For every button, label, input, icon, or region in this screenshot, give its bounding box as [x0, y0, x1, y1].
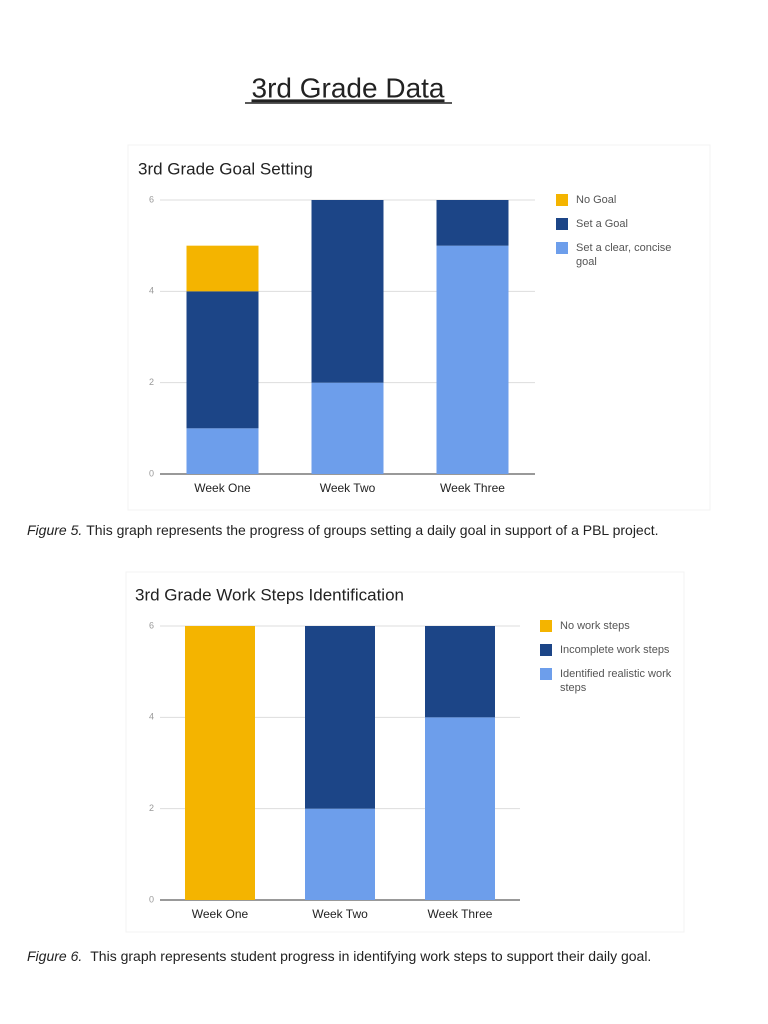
bar-segment — [186, 428, 259, 474]
legend-swatch — [556, 194, 568, 206]
legend-swatch — [556, 218, 568, 230]
y-tick-label: 0 — [149, 468, 154, 478]
x-tick-label: Week Three — [428, 907, 493, 921]
x-tick-label: Week Two — [320, 481, 376, 495]
y-tick-label: 6 — [149, 620, 154, 630]
caption-text: This graph represents student progress i… — [90, 948, 651, 964]
legend-label: Incomplete work steps — [560, 644, 670, 656]
x-tick-label: Week Three — [440, 481, 505, 495]
chart-frame — [125, 571, 685, 933]
chart-frame — [127, 144, 711, 511]
bar-segment — [425, 626, 495, 718]
x-tick-label: Week One — [192, 907, 249, 921]
y-tick-label: 4 — [149, 712, 154, 722]
y-tick-label: 2 — [149, 377, 154, 387]
chart-title: 3rd Grade Goal Setting — [138, 159, 313, 178]
y-tick-label: 6 — [149, 194, 154, 204]
bar-segment — [186, 245, 259, 292]
legend-label: No Goal — [576, 194, 616, 206]
legend-swatch — [540, 644, 552, 656]
bar-segment — [425, 717, 495, 900]
caption: Figure 5. This graph represents the progr… — [27, 522, 659, 538]
legend-swatch — [540, 668, 552, 680]
caption-label: Figure 6. — [27, 948, 82, 964]
bar-segment — [305, 626, 375, 809]
legend-swatch — [556, 242, 568, 254]
x-tick-label: Week Two — [312, 907, 368, 921]
y-tick-label: 0 — [149, 894, 154, 904]
x-tick-label: Week One — [194, 481, 251, 495]
bar-segment — [186, 291, 259, 429]
legend-swatch — [540, 620, 552, 632]
bar-segment — [311, 200, 384, 383]
legend-label: No work steps — [560, 620, 630, 632]
caption-label: Figure 5. — [27, 522, 82, 538]
chart-title: 3rd Grade Work Steps Identification — [135, 585, 404, 604]
y-tick-label: 4 — [149, 286, 154, 296]
bar-segment — [436, 245, 509, 474]
bar-segment — [311, 382, 384, 474]
legend-label: Set a Goal — [576, 218, 628, 230]
bar-segment — [305, 808, 375, 900]
bar-segment — [185, 626, 255, 900]
caption: Figure 6. This graph represents student p… — [27, 948, 651, 964]
legend-label: Identified realistic work steps — [560, 668, 672, 694]
legend-label: Set a clear, concise goal — [576, 242, 671, 268]
caption-text: This graph represents the progress of gr… — [86, 522, 658, 538]
y-tick-label: 2 — [149, 803, 154, 813]
page-title: 3rd Grade Data — [252, 72, 445, 103]
bar-segment — [436, 200, 509, 246]
